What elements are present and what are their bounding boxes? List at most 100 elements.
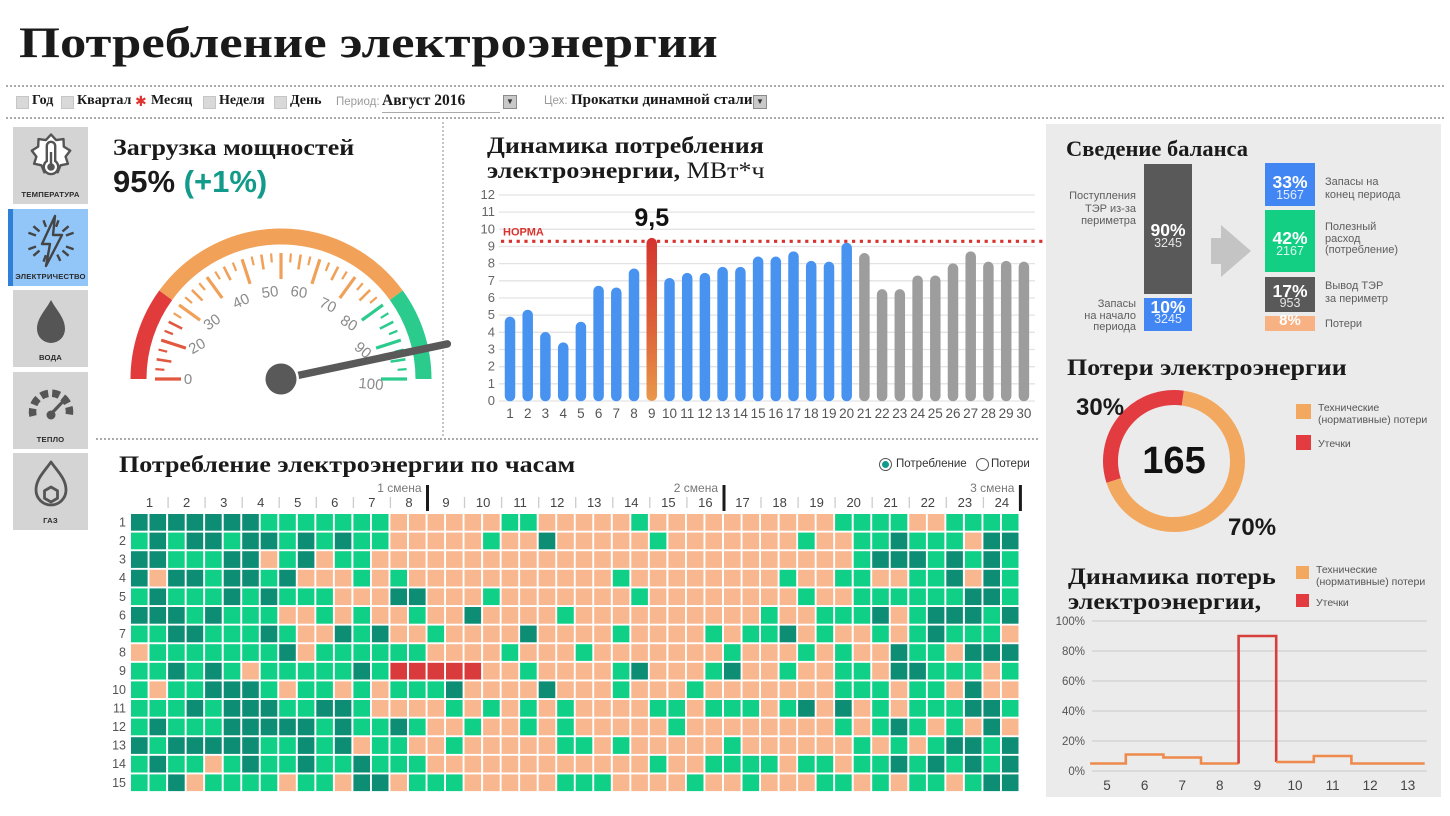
svg-text:10: 10	[1287, 778, 1302, 793]
svg-text:50: 50	[261, 283, 280, 302]
svg-text:18: 18	[804, 406, 819, 421]
svg-text:21: 21	[857, 406, 872, 421]
svg-text:4: 4	[559, 406, 567, 421]
svg-text:1: 1	[488, 376, 495, 391]
svg-text:10: 10	[476, 495, 490, 510]
svg-text:10: 10	[662, 406, 677, 421]
svg-text:7: 7	[613, 406, 621, 421]
svg-text:7: 7	[368, 495, 375, 510]
svg-text:14: 14	[624, 495, 638, 510]
svg-text:18: 18	[772, 495, 786, 510]
svg-text:8: 8	[488, 256, 495, 271]
svg-text:4: 4	[488, 324, 495, 339]
svg-text:12: 12	[481, 187, 495, 202]
svg-text:20%: 20%	[1062, 736, 1085, 748]
svg-text:15: 15	[661, 495, 675, 510]
svg-text:22: 22	[875, 406, 890, 421]
svg-text:1: 1	[506, 406, 514, 421]
svg-text:24: 24	[995, 495, 1009, 510]
svg-text:19: 19	[821, 406, 836, 421]
svg-text:11: 11	[513, 495, 527, 510]
svg-text:5: 5	[488, 307, 495, 322]
svg-text:40%: 40%	[1062, 706, 1085, 718]
svg-text:30: 30	[1016, 406, 1031, 421]
svg-text:2: 2	[183, 495, 190, 510]
svg-text:14: 14	[112, 757, 126, 771]
svg-text:1: 1	[146, 495, 153, 510]
svg-text:29: 29	[999, 406, 1014, 421]
svg-text:80: 80	[337, 312, 360, 335]
svg-text:30: 30	[201, 311, 224, 334]
svg-text:5: 5	[1103, 778, 1111, 793]
svg-text:10: 10	[112, 683, 126, 697]
svg-text:8: 8	[119, 646, 126, 660]
svg-text:24: 24	[910, 406, 926, 421]
svg-text:0: 0	[488, 393, 495, 408]
svg-text:17: 17	[735, 495, 749, 510]
svg-text:6: 6	[595, 406, 603, 421]
svg-text:17: 17	[786, 406, 801, 421]
svg-text:15: 15	[112, 776, 126, 790]
svg-text:19: 19	[809, 495, 823, 510]
svg-text:3: 3	[488, 342, 495, 357]
svg-text:10: 10	[481, 221, 495, 236]
svg-text:2: 2	[524, 406, 532, 421]
svg-text:20: 20	[846, 495, 860, 510]
svg-text:70: 70	[317, 294, 339, 316]
svg-text:13: 13	[587, 495, 601, 510]
svg-text:2: 2	[119, 534, 126, 548]
svg-text:2: 2	[488, 359, 495, 374]
svg-text:9,5: 9,5	[634, 204, 669, 232]
svg-text:13: 13	[1400, 778, 1415, 793]
svg-text:9: 9	[488, 239, 495, 254]
svg-text:15: 15	[751, 406, 766, 421]
svg-text:4: 4	[119, 571, 126, 585]
svg-text:0: 0	[184, 371, 192, 388]
svg-text:20: 20	[839, 406, 854, 421]
svg-text:100: 100	[358, 375, 384, 394]
svg-text:21: 21	[883, 495, 897, 510]
svg-text:6: 6	[488, 290, 495, 305]
svg-text:6: 6	[1141, 778, 1149, 793]
svg-text:8: 8	[630, 406, 638, 421]
svg-text:9: 9	[648, 406, 656, 421]
svg-text:27: 27	[963, 406, 978, 421]
svg-text:8: 8	[1216, 778, 1224, 793]
svg-text:4: 4	[257, 495, 264, 510]
svg-text:11: 11	[1326, 778, 1340, 793]
svg-text:25: 25	[928, 406, 943, 421]
svg-text:28: 28	[981, 406, 996, 421]
svg-text:100%: 100%	[1056, 616, 1085, 628]
svg-text:13: 13	[715, 406, 730, 421]
svg-text:12: 12	[697, 406, 712, 421]
svg-text:2 смена: 2 смена	[674, 481, 719, 495]
svg-text:12: 12	[112, 720, 126, 734]
svg-text:6: 6	[119, 608, 126, 622]
svg-text:11: 11	[680, 406, 694, 421]
svg-text:23: 23	[958, 495, 972, 510]
svg-text:8: 8	[405, 495, 412, 510]
svg-text:1: 1	[119, 515, 126, 529]
svg-text:7: 7	[1178, 778, 1186, 793]
svg-text:12: 12	[1363, 778, 1378, 793]
svg-text:7: 7	[119, 627, 126, 641]
svg-text:9: 9	[1254, 778, 1262, 793]
svg-text:6: 6	[331, 495, 338, 510]
svg-text:3 смена: 3 смена	[970, 481, 1015, 495]
svg-text:5: 5	[577, 406, 585, 421]
svg-text:3: 3	[119, 553, 126, 567]
svg-text:12: 12	[550, 495, 564, 510]
svg-text:11: 11	[482, 204, 496, 219]
svg-text:23: 23	[892, 406, 907, 421]
svg-text:9: 9	[119, 664, 126, 678]
svg-text:40: 40	[230, 290, 252, 312]
svg-text:26: 26	[945, 406, 960, 421]
svg-text:16: 16	[768, 406, 783, 421]
svg-text:13: 13	[112, 739, 126, 753]
svg-text:5: 5	[119, 590, 126, 604]
svg-text:60: 60	[289, 283, 308, 302]
svg-text:14: 14	[733, 406, 749, 421]
svg-text:60%: 60%	[1062, 676, 1085, 688]
svg-text:1 смена: 1 смена	[377, 481, 422, 495]
svg-text:16: 16	[698, 495, 712, 510]
